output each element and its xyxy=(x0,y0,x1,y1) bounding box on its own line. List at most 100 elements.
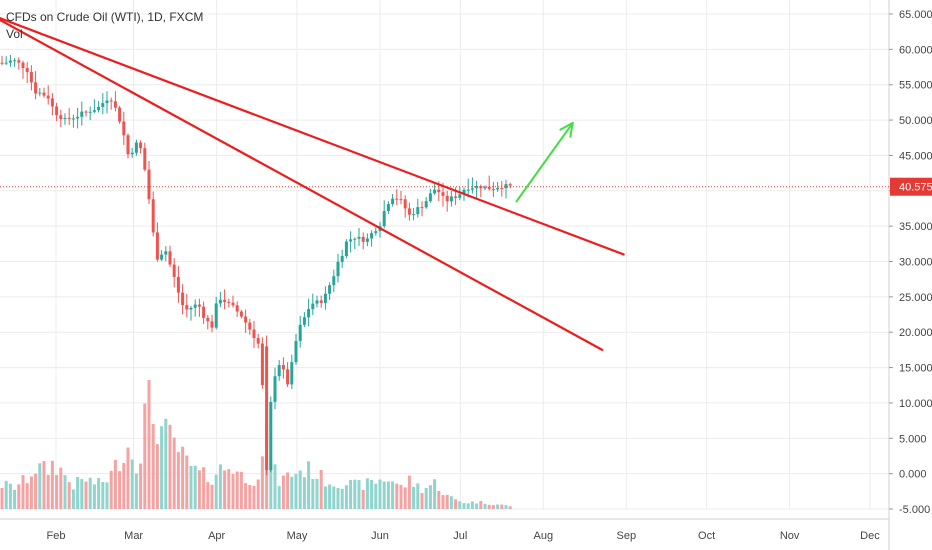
candle-body xyxy=(197,304,201,307)
volume-bar xyxy=(370,479,374,509)
volume-bar xyxy=(168,424,172,509)
volume-bar xyxy=(294,473,298,509)
volume-bar xyxy=(46,474,50,509)
x-tick-label: Dec xyxy=(860,530,880,542)
candle-body xyxy=(118,107,122,122)
y-tick-label: 10.000 xyxy=(899,398,932,410)
candle-body xyxy=(8,60,12,63)
volume-bar xyxy=(42,461,46,509)
volume-bar xyxy=(407,475,411,509)
candle-body xyxy=(302,317,306,325)
candle-body xyxy=(244,316,248,323)
candle-body xyxy=(475,186,479,189)
candle-body xyxy=(265,346,269,471)
candle-body xyxy=(122,121,126,136)
candle-body xyxy=(214,303,218,328)
candle-body xyxy=(139,142,143,149)
candle-body xyxy=(344,241,348,256)
x-tick-label: Feb xyxy=(47,530,66,542)
candle-body xyxy=(298,324,302,341)
volume-bar xyxy=(189,465,193,509)
volume-bar xyxy=(8,483,12,509)
candle-body xyxy=(63,117,67,119)
candle-body xyxy=(307,309,311,318)
candle-body xyxy=(97,106,101,111)
candle-body xyxy=(286,369,290,385)
volume-bar xyxy=(462,503,466,509)
volume-bar xyxy=(256,479,260,509)
candle-body xyxy=(256,338,260,344)
candle-body xyxy=(202,306,206,318)
volume-bar xyxy=(332,486,336,509)
candle-body xyxy=(273,376,277,402)
candle-body xyxy=(76,116,80,119)
volume-bar xyxy=(311,479,315,509)
volume-bar xyxy=(210,484,214,509)
candle-body xyxy=(504,184,508,189)
candle-body xyxy=(357,236,361,239)
volume-bar xyxy=(17,484,21,509)
volume-bar xyxy=(239,471,243,509)
candle-body xyxy=(172,264,176,277)
volume-bar xyxy=(248,485,252,509)
candle-body xyxy=(21,62,25,68)
candle-body xyxy=(370,233,374,239)
last-price-badge xyxy=(890,177,932,196)
volume-bar xyxy=(365,478,369,509)
volume-bar xyxy=(500,504,504,509)
volume-bar xyxy=(160,426,164,509)
volume-bar xyxy=(0,488,4,509)
candle-body xyxy=(323,293,327,303)
volume-bar xyxy=(302,477,306,509)
volume-bar xyxy=(273,464,277,509)
volume-bar xyxy=(349,479,353,509)
volume-bar xyxy=(50,460,54,509)
candle-body xyxy=(437,189,441,193)
last-price-label: 40.575 xyxy=(899,182,932,194)
candle-body xyxy=(428,193,432,202)
candle-body xyxy=(80,111,84,117)
volume-bar xyxy=(181,446,185,509)
candle-body xyxy=(374,231,378,234)
candle-body xyxy=(168,251,172,265)
volume-bar xyxy=(21,475,25,509)
x-tick-label: Sep xyxy=(617,530,637,542)
candle-body xyxy=(340,255,344,262)
candle-body xyxy=(260,343,264,386)
volume-bar xyxy=(491,505,495,509)
candle-body xyxy=(223,299,227,302)
candle-body xyxy=(206,317,210,322)
trendline xyxy=(0,18,604,351)
volume-bar xyxy=(378,479,382,509)
volume-bar xyxy=(340,488,344,509)
candle-body xyxy=(491,189,495,191)
volume-bar xyxy=(59,467,63,509)
volume-bar xyxy=(231,473,235,509)
y-tick-label: 35.000 xyxy=(899,221,932,233)
candle-body xyxy=(164,251,168,255)
candle-body xyxy=(130,152,134,155)
volume-bar xyxy=(164,418,168,509)
candle-body xyxy=(508,184,512,186)
volume-bar xyxy=(428,485,432,509)
candle-body xyxy=(315,300,319,304)
candle-body xyxy=(424,201,428,208)
volume-bar xyxy=(260,456,264,509)
candle-body xyxy=(155,232,159,260)
volume-bar xyxy=(80,479,84,509)
volume-bar xyxy=(197,470,201,509)
volume-bar xyxy=(13,489,17,509)
volume-bar xyxy=(382,481,386,509)
volume-bar xyxy=(286,472,290,509)
candle-body xyxy=(109,100,113,102)
candle-body xyxy=(218,299,222,304)
trendline xyxy=(0,16,625,256)
candle-body xyxy=(311,303,315,310)
volume-bar xyxy=(176,452,180,509)
y-tick-label: 65.000 xyxy=(899,9,932,21)
forecast-arrow xyxy=(515,121,574,203)
volume-bar xyxy=(134,473,138,509)
x-tick-label: May xyxy=(287,530,308,542)
volume-bar xyxy=(353,479,357,509)
